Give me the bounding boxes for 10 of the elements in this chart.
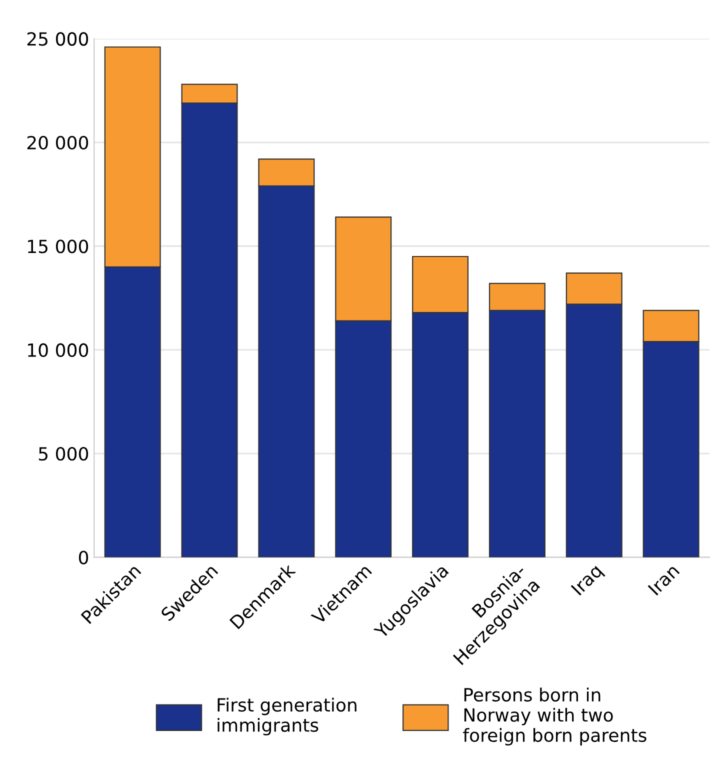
y-tick-label: 20 000 [27, 136, 88, 150]
legend-label: Persons born in Norway with two foreign born parents [463, 688, 646, 746]
x-tick-label: Iraq [570, 564, 606, 598]
y-tick-label: 10 000 [28, 343, 88, 357]
y-tick-label: 25 000 [27, 32, 88, 46]
y-tick-label: 15 000 [28, 240, 88, 254]
x-tick-label: Iran [648, 564, 680, 596]
y-tick-label: 0 [78, 550, 88, 564]
y-tick-label: 5 000 [38, 447, 88, 461]
legend-label: First generation immigrants [218, 698, 356, 736]
